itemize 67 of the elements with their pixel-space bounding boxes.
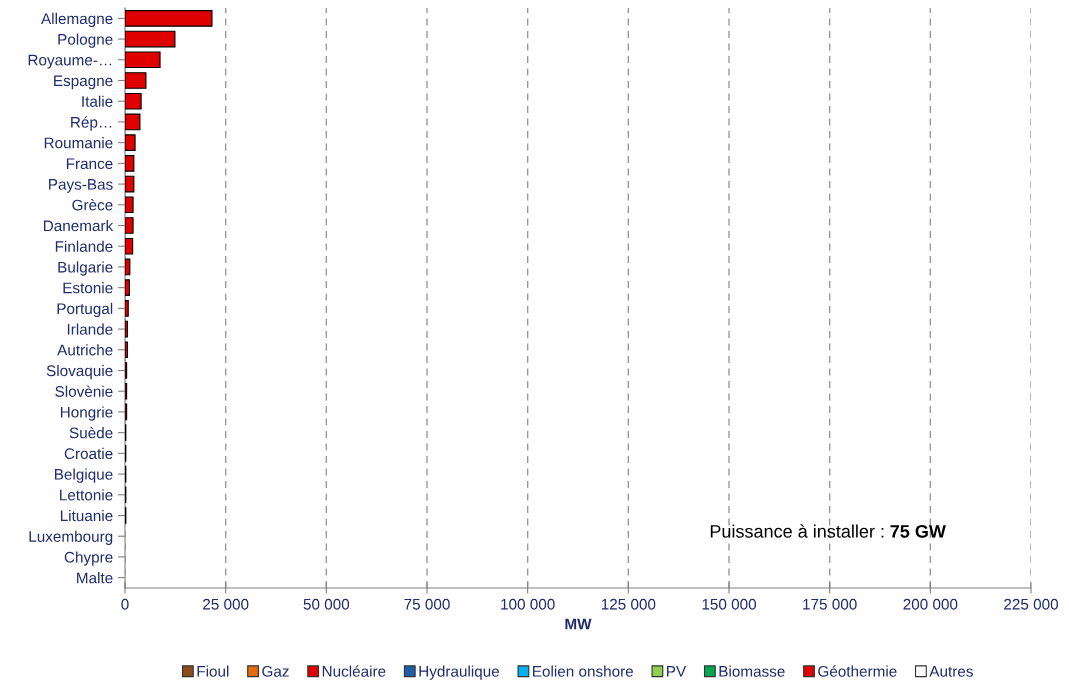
bar: [125, 341, 128, 359]
y-tick-label: Espagne: [54, 75, 113, 90]
bar: [125, 30, 176, 48]
y-tick-label: Portugal: [57, 302, 113, 318]
bar: [125, 175, 135, 193]
x-tick-label: 0: [121, 598, 129, 610]
y-tick-label: Malte: [77, 572, 113, 584]
legend-label: Gaz: [262, 665, 289, 677]
bar: [125, 113, 141, 131]
legend-label: Biomasse: [719, 665, 785, 677]
y-tick-label: Pays-Bas: [49, 179, 113, 193]
x-tick-label: 50 000: [303, 598, 350, 610]
legend-label: Géothermie: [818, 665, 897, 677]
y-tick-label: Suède: [69, 426, 113, 439]
y-tick-label: Allemagne: [41, 12, 113, 28]
x-tick-label: 25 000: [203, 598, 249, 610]
legend-label: Hydraulique: [419, 665, 500, 680]
y-tick-label: Finlande: [55, 240, 113, 252]
bar: [125, 300, 129, 317]
legend-label: Autres: [929, 666, 973, 677]
y-tick-label: Slovènie: [55, 385, 113, 397]
bar: [125, 217, 134, 234]
y-tick-label: Irlande: [67, 323, 113, 335]
x-tick-label: 150 000: [702, 598, 757, 610]
bar: [125, 10, 213, 27]
x-axis-title: MW: [565, 618, 592, 630]
legend-label: PV: [667, 666, 687, 677]
bar: [125, 320, 128, 338]
x-tick-label: 75 000: [404, 598, 450, 610]
y-tick-label: Slovaquie: [46, 364, 113, 380]
y-tick-label: Autriche: [57, 344, 113, 356]
y-tick-label: Hongrie: [60, 406, 113, 421]
y-tick-label: Croatie: [64, 447, 113, 460]
y-tick-label: Estonie: [63, 282, 113, 294]
y-tick-label: Belgique: [54, 468, 113, 483]
x-tick-label: 125 000: [601, 598, 656, 610]
x-tick-label: 200 000: [903, 598, 958, 610]
y-tick-label: Roumanie: [44, 137, 113, 149]
y-tick-label: Danemark: [43, 219, 114, 232]
y-tick-label: Lituanie: [60, 509, 113, 522]
y-tick-label: Bulgarie: [58, 261, 113, 276]
y-tick-label: Luxembourg: [29, 530, 113, 545]
bar: [125, 258, 131, 276]
legend-label: Eolien onshore: [533, 665, 634, 677]
annotation: 75 GW: [890, 524, 946, 538]
legend-label: Nucléaire: [322, 665, 386, 677]
y-tick-label: Royaume-…: [28, 54, 112, 69]
y-tick-label: Lettonie: [60, 489, 113, 501]
x-tick-label: 175 000: [803, 598, 857, 610]
x-tick-label: 100 000: [501, 598, 555, 610]
y-tick-label: France: [66, 158, 113, 170]
y-tick-label: Pologne: [58, 33, 113, 48]
bar: [125, 196, 134, 214]
bar: [125, 72, 147, 89]
y-tick-label: Chypre: [64, 551, 113, 566]
x-tick-label: 225 000: [1004, 598, 1059, 610]
y-tick-label: Rép…: [71, 116, 112, 131]
y-tick-label: Italie: [82, 95, 113, 107]
bar: [125, 92, 142, 110]
legend-label: Fioul: [197, 665, 229, 677]
bar: [125, 237, 134, 255]
y-tick-label: Grèce: [72, 199, 113, 211]
bar: [125, 134, 136, 151]
bar: [125, 155, 135, 172]
annotation: Puissance à installer :: [710, 524, 884, 538]
bar: [125, 279, 130, 296]
bar: [125, 51, 161, 69]
